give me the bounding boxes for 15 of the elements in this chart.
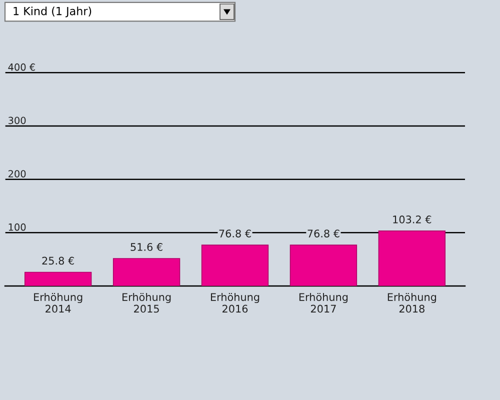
y-tick-label: 100 (8, 223, 26, 231)
x-tick-label: Erhöhung 2014 (34, 292, 82, 313)
data-label: 76.8 € (219, 230, 251, 238)
y-tick-label: 300 (8, 116, 26, 124)
chart-title: 1 Kind (1 Jahr) (14, 6, 92, 18)
data-label: 103.2 € (393, 216, 432, 224)
data-label: 51.6 € (130, 243, 162, 251)
data-label: 76.8 € (308, 230, 340, 238)
x-tick-label: Erhöhung 2018 (388, 292, 436, 313)
y-tick-label: 400 € (8, 63, 35, 71)
y-tick-label: 200 (8, 170, 26, 178)
x-tick-label: Erhöhung 2017 (299, 292, 348, 313)
data-label: 25.8 € (42, 256, 74, 265)
x-tick-label: Erhöhung 2016 (210, 292, 260, 313)
x-tick-label: Erhöhung 2015 (122, 292, 171, 313)
